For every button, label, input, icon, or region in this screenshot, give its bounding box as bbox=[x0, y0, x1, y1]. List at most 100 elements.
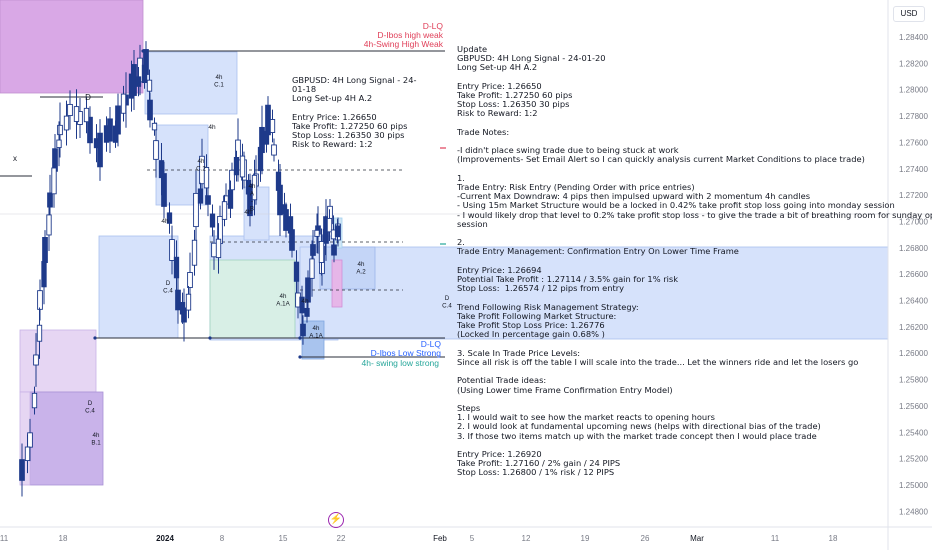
zone-label: B bbox=[250, 206, 254, 213]
supply-demand-zones bbox=[0, 0, 889, 486]
candle-body bbox=[233, 157, 240, 176]
price-tick-label: 1.24800 bbox=[899, 507, 928, 516]
candle bbox=[205, 183, 211, 217]
time-tick-label: 8 bbox=[220, 534, 225, 543]
zone-label: D bbox=[166, 280, 171, 287]
candle-body bbox=[203, 166, 210, 189]
level-label-4h: 4h bbox=[301, 298, 309, 305]
candle-body bbox=[97, 132, 103, 168]
candle-body bbox=[47, 192, 53, 208]
candle bbox=[67, 90, 73, 130]
time-axis[interactable]: 11 18 2024 8 15 22 Feb 5 12 19 26 Mar 11 18 bbox=[0, 526, 932, 543]
candle bbox=[305, 270, 311, 310]
level-label-4h: 4h bbox=[208, 124, 216, 131]
candle-body bbox=[263, 130, 270, 145]
price-axis[interactable]: 1.28400 1.28200 1.28000 1.27800 1.27600 1.274… bbox=[887, 0, 928, 550]
candle bbox=[166, 202, 173, 234]
candle-body bbox=[221, 201, 228, 220]
dlq-low-sub-label: D-Ibos Low Strong bbox=[371, 348, 442, 358]
candlestick-series bbox=[19, 41, 341, 497]
candle bbox=[179, 292, 186, 324]
price-tick-label: 1.27000 bbox=[899, 217, 928, 226]
time-tick-label: 11 bbox=[0, 534, 9, 543]
time-tick-label: 11 bbox=[771, 534, 780, 543]
candle bbox=[326, 209, 333, 241]
zone-d-c4-left bbox=[98, 235, 179, 339]
candle bbox=[239, 143, 246, 190]
time-tick-label: Mar bbox=[690, 534, 704, 543]
level-label-4h: 4h bbox=[161, 218, 169, 225]
zone-d-c4-right bbox=[299, 246, 889, 340]
candle-body bbox=[166, 212, 173, 224]
tradingview-logo-icon[interactable]: ⚡ bbox=[328, 512, 344, 528]
price-tick-label: 1.28200 bbox=[899, 59, 928, 68]
level-label-d: D bbox=[85, 93, 91, 102]
candle-body bbox=[187, 272, 193, 288]
price-tick-label: 1.26200 bbox=[899, 323, 928, 332]
candle bbox=[56, 121, 62, 167]
candle bbox=[31, 386, 38, 415]
zone-label: 4h bbox=[216, 74, 223, 81]
candle-body bbox=[161, 173, 167, 207]
line-anchor-dot bbox=[298, 336, 302, 340]
dlq-high-label: D-LQ bbox=[423, 21, 444, 31]
time-tick-label: 18 bbox=[59, 534, 68, 543]
zone-purple-low bbox=[19, 329, 97, 393]
time-tick-label: Feb bbox=[433, 534, 447, 543]
candle-body bbox=[209, 213, 216, 228]
candle-body bbox=[269, 119, 276, 133]
price-tick-label: 1.26400 bbox=[899, 297, 928, 306]
zone-4h-a1a bbox=[301, 320, 325, 360]
time-tick-label: 5 bbox=[470, 534, 475, 543]
zone-label: B.1 bbox=[91, 440, 101, 447]
liquidity-lines bbox=[0, 49, 932, 359]
candle bbox=[221, 194, 228, 227]
zone-label: 4h bbox=[280, 293, 287, 300]
price-tick-label: 1.25800 bbox=[899, 376, 928, 385]
trade-idea-note: GBPUSD: 4H Long Signal - 24- 01-18 Long … bbox=[292, 75, 417, 150]
candle-body bbox=[67, 103, 73, 117]
candle bbox=[271, 138, 277, 162]
candle-body bbox=[275, 171, 282, 191]
candle-body bbox=[33, 354, 39, 366]
candle bbox=[245, 174, 252, 201]
candle bbox=[141, 59, 148, 89]
candle bbox=[73, 89, 80, 139]
currency-badge[interactable]: USD bbox=[893, 6, 925, 22]
candle bbox=[33, 333, 39, 387]
price-tick-label: 1.25600 bbox=[899, 402, 928, 411]
candle-body bbox=[334, 225, 341, 238]
candle-body bbox=[257, 146, 264, 172]
candle-body bbox=[31, 392, 38, 409]
candle-body bbox=[281, 204, 288, 215]
candle bbox=[215, 223, 222, 274]
candle bbox=[135, 67, 142, 97]
price-tick-label: 1.26800 bbox=[899, 244, 928, 253]
dlq-high-sub2-label: 4h-Swing High Weak bbox=[364, 39, 444, 49]
candle-body bbox=[309, 258, 315, 279]
candle-body bbox=[215, 238, 222, 259]
candle bbox=[103, 116, 110, 152]
zone-purple-b1 bbox=[29, 391, 104, 486]
candle-body bbox=[120, 93, 127, 114]
price-tick-label: 1.26600 bbox=[899, 270, 928, 279]
candle-body bbox=[304, 307, 310, 317]
candle-body bbox=[251, 174, 258, 201]
price-tick-label: 1.27600 bbox=[899, 138, 928, 147]
candle-body bbox=[51, 167, 57, 195]
candle-body bbox=[310, 244, 316, 256]
candle bbox=[314, 213, 320, 254]
candle bbox=[87, 106, 93, 154]
candle-body bbox=[305, 277, 311, 303]
zone-label: D bbox=[88, 400, 93, 407]
price-tick-label: 1.28400 bbox=[899, 33, 928, 42]
price-tick-label: 1.25400 bbox=[899, 428, 928, 437]
candle bbox=[251, 159, 258, 216]
time-tick-label: 26 bbox=[641, 534, 650, 543]
time-tick-label: 19 bbox=[581, 534, 590, 543]
line-anchor-dot bbox=[208, 336, 212, 340]
candle-body bbox=[41, 261, 47, 288]
zone-4h-c1 bbox=[144, 51, 238, 115]
candle bbox=[300, 315, 306, 345]
